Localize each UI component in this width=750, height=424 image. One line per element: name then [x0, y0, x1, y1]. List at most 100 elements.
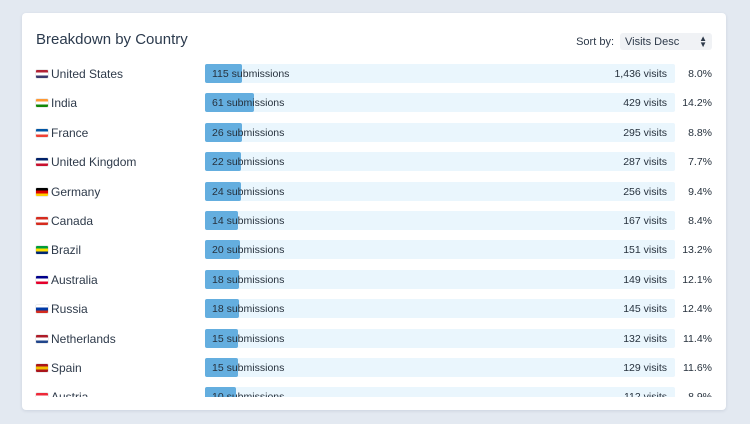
visits-label: 129 visits: [623, 361, 667, 374]
percent-label: 7.7%: [688, 156, 712, 169]
submissions-label: 20 submissions: [212, 244, 285, 257]
percent-label: 12.1%: [682, 273, 712, 286]
country-name: India: [51, 96, 78, 111]
visits-label: 167 visits: [623, 214, 667, 227]
submissions-bar-track: 14 submissions 167 visits: [205, 210, 675, 230]
visits-label: 151 visits: [623, 244, 667, 257]
submissions-bar-track: 26 submissions 295 visits: [205, 122, 675, 142]
flag-icon: [36, 99, 48, 108]
country-row[interactable]: Netherlands 15 submissions 132 visits 11.4%: [22, 324, 726, 353]
country-row[interactable]: Austria 10 submissions 112 visits 8.9%: [22, 382, 726, 397]
submissions-label: 61 submissions: [212, 97, 285, 110]
country-name: Netherlands: [51, 331, 116, 346]
submissions-label: 22 submissions: [212, 156, 285, 169]
panel-title: Breakdown by Country: [36, 31, 188, 48]
country-row[interactable]: Spain 15 submissions 129 visits 11.6%: [22, 353, 726, 382]
submissions-label: 15 submissions: [212, 361, 285, 374]
country-row[interactable]: Germany 24 submissions 256 visits 9.4%: [22, 177, 726, 206]
sort-select-value: Visits Desc: [625, 35, 680, 48]
country-cell: Netherlands: [36, 332, 116, 346]
country-cell: Canada: [36, 214, 93, 228]
sort-select[interactable]: Visits Desc ▲ ▼: [620, 33, 712, 50]
submissions-label: 10 submissions: [212, 391, 284, 397]
submissions-bar-track: 24 submissions 256 visits: [205, 181, 675, 201]
country-row[interactable]: France 26 submissions 295 visits 8.8%: [22, 118, 726, 147]
percent-label: 8.4%: [688, 214, 712, 227]
submissions-bar-fill: [205, 122, 243, 142]
percent-label: 11.6%: [683, 361, 712, 374]
country-row[interactable]: United Kingdom 22 submissions 287 visits 7.…: [22, 147, 726, 176]
percent-label: 12.4%: [682, 303, 712, 316]
flag-icon: [36, 246, 48, 255]
visits-label: 295 visits: [623, 126, 667, 139]
country-cell: India: [36, 96, 77, 110]
submissions-bar-track: 61 submissions 429 visits: [205, 93, 675, 113]
country-cell: Austria: [36, 390, 88, 397]
country-name: Spain: [51, 360, 82, 375]
percent-label: 11.4%: [683, 332, 712, 345]
country-row[interactable]: United States 115 submissions 1,436 visits…: [22, 59, 726, 88]
flag-icon: [36, 187, 48, 196]
submissions-label: 24 submissions: [212, 185, 285, 198]
sort-control: Sort by: Visits Desc ▲ ▼: [576, 33, 712, 50]
submissions-label: 14 submissions: [212, 214, 285, 227]
visits-label: 429 visits: [623, 97, 667, 110]
submissions-bar-fill: [205, 240, 240, 260]
submissions-bar-track: 20 submissions 151 visits: [205, 240, 675, 260]
flag-icon: [36, 305, 48, 314]
country-cell: Brazil: [36, 243, 81, 257]
country-cell: Germany: [36, 185, 100, 199]
country-row[interactable]: India 61 submissions 429 visits 14.2%: [22, 88, 726, 117]
percent-label: 8.0%: [688, 68, 712, 80]
country-row[interactable]: Brazil 20 submissions 151 visits 13.2%: [22, 235, 726, 264]
flag-icon: [36, 275, 48, 284]
country-name: Austria: [51, 390, 88, 397]
country-name: Germany: [51, 184, 101, 199]
flag-icon: [36, 128, 48, 137]
country-name: Australia: [51, 272, 98, 287]
sort-label: Sort by:: [576, 35, 614, 48]
flag-icon: [36, 363, 48, 372]
submissions-bar-fill: [205, 299, 240, 319]
submissions-bar-track: 115 submissions 1,436 visits: [205, 64, 675, 83]
submissions-bar-track: 18 submissions 145 visits: [205, 299, 675, 319]
submissions-bar-track: 15 submissions 132 visits: [205, 328, 675, 348]
visits-label: 112 visits: [624, 391, 667, 397]
flag-icon: [36, 70, 48, 78]
submissions-bar-fill: [205, 328, 239, 348]
visits-label: 256 visits: [623, 185, 667, 198]
country-cell: United States: [36, 67, 123, 81]
submissions-label: 15 submissions: [212, 332, 285, 345]
country-cell: Russia: [36, 302, 88, 316]
flag-icon: [36, 216, 48, 225]
country-name: United Kingdom: [51, 155, 137, 170]
visits-label: 132 visits: [623, 332, 667, 345]
country-breakdown-panel: Breakdown by Country Sort by: Visits Des…: [22, 13, 726, 410]
flag-icon: [36, 158, 48, 167]
country-name: Russia: [51, 302, 88, 317]
visits-label: 149 visits: [623, 273, 667, 286]
submissions-bar-track: 18 submissions 149 visits: [205, 269, 675, 289]
visits-label: 287 visits: [623, 156, 667, 169]
submissions-bar-fill: [205, 387, 237, 397]
percent-label: 14.2%: [682, 97, 712, 110]
country-cell: United Kingdom: [36, 155, 136, 169]
percent-label: 8.9%: [688, 391, 712, 397]
visits-label: 145 visits: [623, 303, 667, 316]
country-name: France: [51, 125, 89, 140]
country-row[interactable]: Russia 18 submissions 145 visits 12.4%: [22, 294, 726, 323]
submissions-bar-track: 10 submissions 112 visits: [205, 387, 675, 397]
country-list[interactable]: United States 115 submissions 1,436 visits…: [22, 59, 726, 397]
submissions-bar-fill: [205, 357, 239, 377]
country-row[interactable]: Australia 18 submissions 149 visits 12.1%: [22, 265, 726, 294]
country-name: United States: [51, 67, 124, 81]
select-arrows-icon: ▲ ▼: [699, 33, 707, 49]
submissions-bar-track: 22 submissions 287 visits: [205, 152, 675, 172]
submissions-bar-fill: [205, 64, 242, 83]
country-cell: Australia: [36, 273, 98, 287]
flag-icon: [36, 334, 48, 343]
submissions-bar-fill: [205, 93, 255, 113]
submissions-label: 115 submissions: [212, 68, 290, 80]
country-row[interactable]: Canada 14 submissions 167 visits 8.4%: [22, 206, 726, 235]
flag-icon: [36, 393, 48, 397]
